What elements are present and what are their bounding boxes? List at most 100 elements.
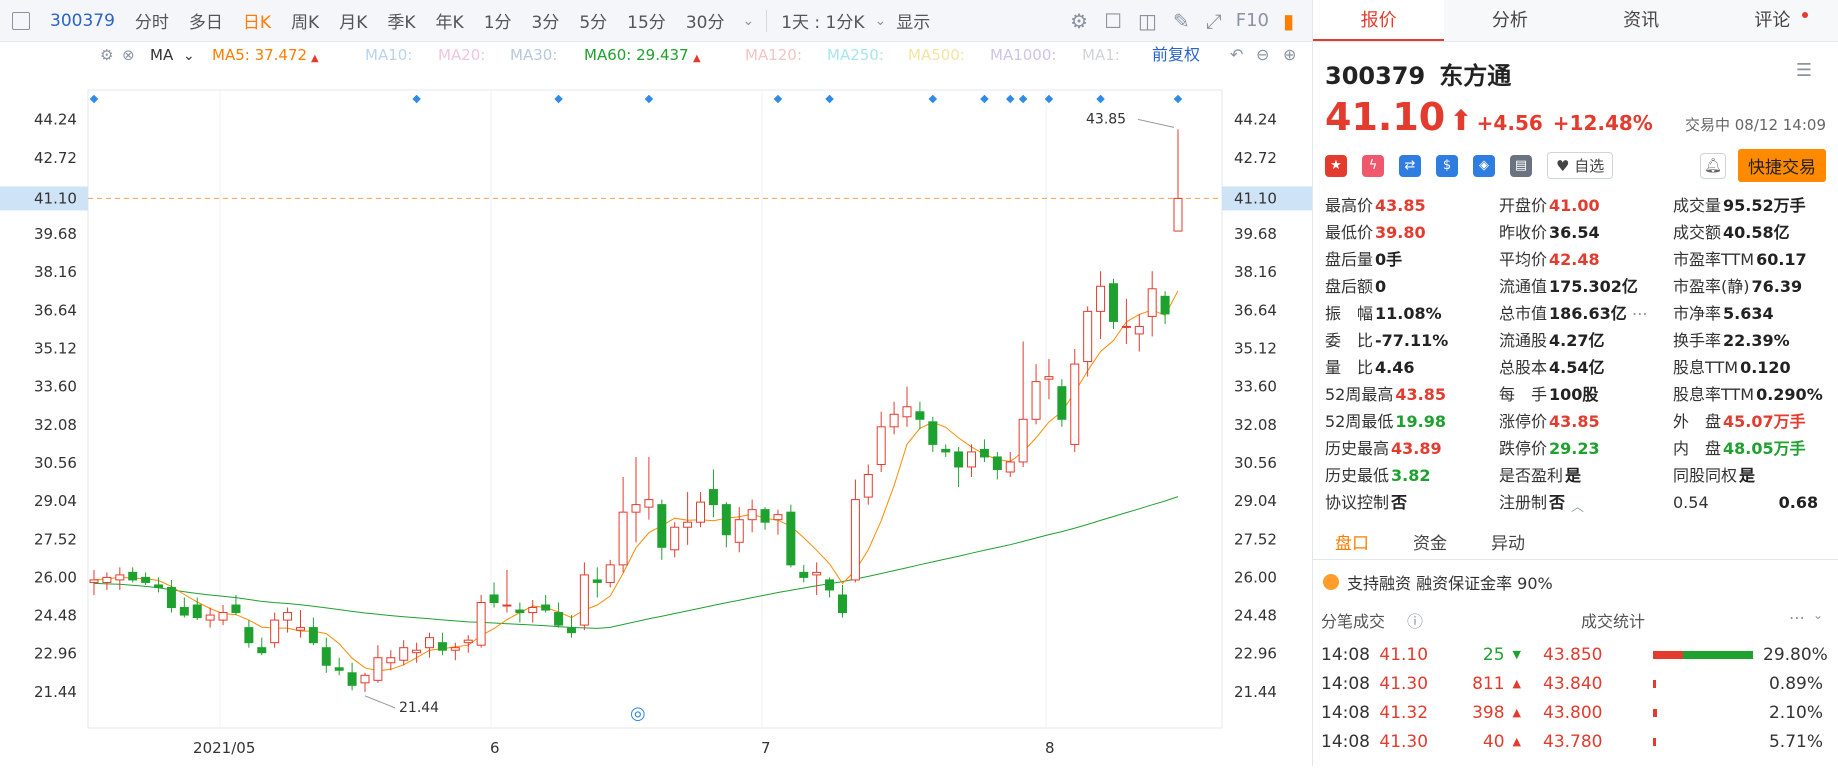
stat-value: 76.39 — [1751, 277, 1803, 296]
stat-cell: 内 盘 48.05万手 — [1673, 435, 1838, 462]
settings-icon[interactable]: ⚙ — [100, 46, 113, 64]
period-tab[interactable]: 多日 — [188, 13, 223, 33]
period-tab[interactable]: 年K — [435, 13, 464, 33]
undo-icon[interactable]: ↶ — [1230, 45, 1243, 64]
range-select[interactable]: 1天 : 1分K — [781, 13, 865, 33]
square-icon[interactable]: ☐ — [1104, 8, 1123, 33]
f10-button[interactable]: F10 — [1235, 10, 1269, 31]
sidebar-toggle-icon[interactable] — [12, 11, 30, 30]
stat-value: 48.05万手 — [1723, 439, 1806, 458]
candle-body — [863, 474, 873, 498]
camera-icon[interactable]: ◫ — [1138, 8, 1157, 33]
document-icon[interactable]: ▤ — [1510, 154, 1532, 177]
candle — [1160, 291, 1170, 324]
up-triangle-icon: ▲ — [1512, 706, 1521, 719]
bell-icon[interactable]: 🔔︎ — [1700, 152, 1726, 179]
sub-tab[interactable]: 资金 — [1413, 534, 1447, 554]
zoom-out-icon[interactable]: ⊖ — [1256, 45, 1269, 64]
candle-body — [954, 451, 964, 468]
y-tick-label-right: 44.24 — [1234, 111, 1277, 129]
adjust-toggle[interactable]: 前复权 — [1152, 45, 1200, 64]
help-icon[interactable]: ⓘ — [1407, 612, 1424, 631]
y-tick-label-left: 21.44 — [34, 683, 77, 701]
lightning-icon[interactable]: ϟ — [1362, 154, 1384, 177]
candle — [192, 597, 202, 621]
candle — [954, 446, 964, 488]
current-price-label-right: 41.10 — [1234, 189, 1277, 207]
y-tick-label-right: 33.60 — [1234, 378, 1277, 396]
period-tab[interactable]: 日K — [242, 13, 272, 33]
candle-body — [541, 604, 551, 611]
tag-icon[interactable]: ◈ — [1473, 154, 1495, 177]
candle-body — [760, 509, 770, 523]
sub-tab[interactable]: 盘口 — [1335, 534, 1369, 554]
period-tab[interactable]: 季K — [387, 13, 416, 33]
panel-tab[interactable]: 评论 — [1707, 0, 1838, 41]
candle-body — [347, 672, 357, 686]
candle-body — [373, 657, 383, 681]
stat-label: 历史最低 — [1325, 466, 1390, 485]
panel-tab-label: 评论 — [1754, 10, 1791, 31]
candle-body — [334, 667, 344, 671]
stat-label: 最低价 — [1325, 223, 1374, 242]
candle-body — [579, 574, 589, 626]
kline-chart[interactable]: ⚙ ⊗ MA ⌄ MA5: 37.472 ▲ MA10: MA20: MA30:… — [0, 42, 1312, 766]
y-tick-label-left: 42.72 — [34, 149, 77, 167]
more-icon[interactable]: ⋯ — [1789, 608, 1805, 627]
period-tab[interactable]: 30分 — [685, 13, 725, 33]
y-tick-label-left: 39.68 — [34, 225, 77, 243]
pen-icon[interactable]: ✎ — [1172, 8, 1190, 33]
stat-cell: 平均价 42.48 — [1499, 246, 1673, 273]
period-tab[interactable]: 3分 — [531, 13, 560, 33]
chevron-down-icon[interactable]: ⌄ — [1813, 608, 1824, 622]
kline-svg[interactable]: ⚙ ⊗ MA ⌄ MA5: 37.472 ▲ MA10: MA20: MA30:… — [0, 42, 1312, 766]
panel-toggle-icon[interactable]: ▮ — [1282, 8, 1294, 33]
zoom-in-icon[interactable]: ⊕ — [1283, 45, 1296, 64]
menu-icon[interactable]: ☰ — [1795, 60, 1812, 81]
panel-tab-label: 报价 — [1360, 10, 1397, 31]
candle-body — [502, 604, 512, 607]
close-icon[interactable]: ⊗ — [122, 46, 135, 64]
candle-body — [850, 499, 860, 581]
shuffle-icon[interactable]: ⇄ — [1399, 154, 1421, 177]
period-tab[interactable]: 月K — [339, 13, 368, 33]
panel-tab[interactable]: 分析 — [1444, 0, 1575, 41]
period-tab[interactable]: 周K — [291, 13, 320, 33]
fullscreen-icon[interactable]: ⤢ — [1205, 8, 1222, 33]
display-select[interactable]: 显示 — [896, 13, 931, 33]
candle — [502, 569, 512, 613]
candle — [1096, 271, 1106, 339]
period-tab[interactable]: 1分 — [483, 13, 512, 33]
sub-tabs: 盘口 资金 异动 — [1313, 528, 1838, 560]
event-marker — [1018, 94, 1028, 104]
candle — [554, 602, 564, 628]
chevron-down-icon[interactable]: ⌄ — [183, 48, 195, 64]
china-flag-icon[interactable]: ★ — [1325, 154, 1347, 177]
dollar-icon[interactable]: $ — [1436, 154, 1458, 177]
chevron-down-icon[interactable]: ⌄ — [874, 12, 887, 29]
more-icon[interactable]: ⋯ — [1626, 304, 1648, 323]
candle — [1018, 341, 1028, 467]
panel-tab[interactable]: 资讯 — [1576, 0, 1707, 41]
stock-code[interactable]: 300379 — [50, 10, 115, 31]
stat-value: 0 — [1375, 277, 1387, 296]
panel-tab[interactable]: 报价 — [1313, 0, 1445, 41]
settings-icon[interactable]: ⚙ — [1070, 8, 1089, 33]
tick-volume: 398 — [1472, 702, 1505, 723]
watchlist-button[interactable]: ♥ 自选 — [1547, 152, 1614, 179]
deal-bar — [1653, 708, 1763, 717]
quick-trade-button[interactable]: 快捷交易 — [1738, 149, 1826, 182]
ma-label[interactable]: MA — [150, 46, 174, 64]
stat-label: 内 盘 — [1673, 439, 1722, 458]
period-tab[interactable]: 15分 — [627, 13, 666, 33]
candle-body — [683, 521, 693, 528]
y-tick-label-left: 22.96 — [34, 645, 77, 663]
chevron-down-icon[interactable]: ⌄ — [742, 12, 755, 29]
candle — [696, 492, 706, 528]
stat-label: 协议控制 — [1325, 493, 1390, 512]
chevron-up-icon[interactable]: ︿ — [1571, 500, 1585, 515]
period-tab[interactable]: 分时 — [134, 13, 169, 33]
period-tab[interactable]: 5分 — [579, 13, 608, 33]
candle-body — [1018, 418, 1028, 463]
sub-tab[interactable]: 异动 — [1491, 534, 1525, 554]
